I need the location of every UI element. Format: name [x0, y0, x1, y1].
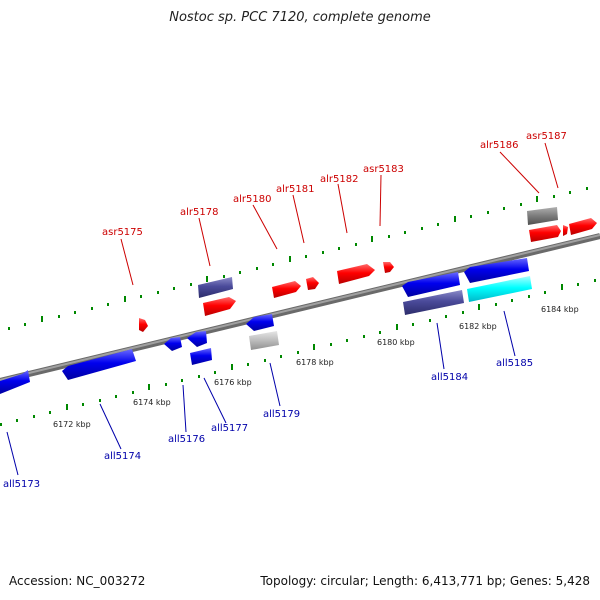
gene-label-all5179[interactable]: all5179	[263, 409, 300, 420]
kbp-label-6176: 6176 kbp	[214, 378, 252, 387]
map-title: Nostoc sp. PCC 7120, complete genome	[169, 10, 431, 25]
gene-label-alr5180[interactable]: alr5180	[233, 194, 271, 205]
gene-alr5178-partner[interactable]	[198, 277, 233, 298]
gene-all5185-cyan[interactable]	[467, 276, 532, 302]
kbp-label-6172: 6172 kbp	[53, 420, 91, 429]
gene-label-alr5181[interactable]: alr5181	[276, 184, 314, 195]
kbp-label-6182: 6182 kbp	[459, 322, 497, 331]
gene-all5184[interactable]	[402, 272, 460, 297]
gene-label-asr5175[interactable]: asr5175	[102, 227, 143, 238]
top-callout-lines	[120, 142, 559, 286]
gene-asr5183[interactable]	[383, 262, 394, 273]
gene-label-all5174[interactable]: all5174	[104, 451, 141, 462]
gene-all5179-gray[interactable]	[249, 331, 279, 350]
kbp-label-6174: 6174 kbp	[133, 398, 171, 407]
gene-label-all5176[interactable]: all5176	[168, 434, 205, 445]
gene-alr5181[interactable]	[306, 277, 319, 290]
kbp-label-6180: 6180 kbp	[377, 338, 415, 347]
gene-all5185[interactable]	[464, 258, 529, 283]
gene-asr5187[interactable]	[569, 218, 597, 235]
gene-all5173[interactable]	[0, 370, 30, 394]
kbp-label-6184: 6184 kbp	[541, 305, 579, 314]
gene-alr5182[interactable]	[337, 264, 375, 284]
gene-all5176[interactable]	[187, 331, 207, 347]
gene-label-alr5178[interactable]: alr5178	[180, 207, 218, 218]
gene-label-asr5187[interactable]: asr5187	[526, 131, 567, 142]
gene-alr5186-partner[interactable]	[527, 207, 558, 225]
gene-label-alr5186[interactable]: alr5186	[480, 140, 518, 151]
gene-label-all5184[interactable]: all5184	[431, 372, 468, 383]
genome-axis-highlight	[0, 234, 600, 381]
gene-label-alr5182[interactable]: alr5182	[320, 174, 358, 185]
gene-all5184-dark[interactable]	[403, 290, 464, 315]
gene-alr5186[interactable]	[529, 225, 561, 242]
lower-tick-track	[0, 279, 596, 426]
gene-all5177[interactable]	[190, 348, 212, 365]
gene-all5174[interactable]	[62, 349, 136, 380]
genome-summary-text: Topology: circular; Length: 6,413,771 bp…	[260, 574, 590, 588]
gene-all5179[interactable]	[246, 314, 274, 331]
gene-label-all5173[interactable]: all5173	[3, 479, 40, 490]
gene-label-asr5183[interactable]: asr5183	[363, 164, 404, 175]
bottom-callout-lines	[6, 310, 516, 476]
upper-tick-track	[8, 187, 588, 330]
gene-alr5178[interactable]	[203, 297, 236, 316]
gene-asr5187-small[interactable]	[563, 225, 568, 236]
gene-asr5175[interactable]	[139, 318, 148, 332]
gene-alr5180[interactable]	[272, 281, 301, 298]
accession-text: Accession: NC_003272	[9, 574, 146, 588]
gene-label-all5185[interactable]: all5185	[496, 358, 533, 369]
kbp-label-6178: 6178 kbp	[296, 358, 334, 367]
gene-label-all5177[interactable]: all5177	[211, 423, 248, 434]
gene-all5176-left[interactable]	[164, 337, 182, 351]
